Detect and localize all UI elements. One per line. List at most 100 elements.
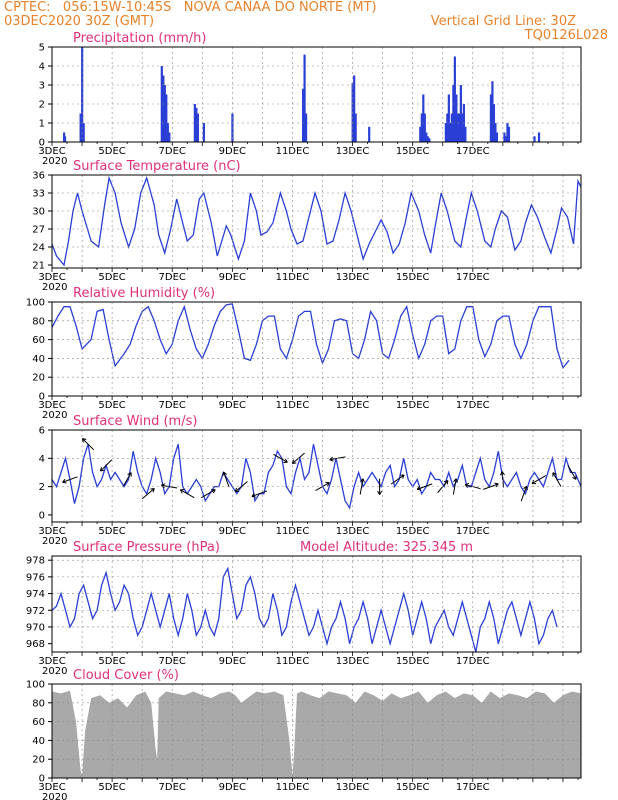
rh-title: Relative Humidity (%)	[73, 286, 215, 301]
temp-xtick-label: 13DEC	[336, 272, 370, 283]
temp-xtick-label: 7DEC	[159, 272, 186, 283]
wind-arrow	[82, 438, 95, 451]
cloud-xtick-label: 7DEC	[159, 782, 186, 793]
precip-bar	[458, 113, 461, 142]
wind-arrow-head	[234, 487, 240, 493]
cloud-ytick-label: 100	[26, 680, 45, 691]
wind-xtick-label: 15DEC	[396, 526, 430, 537]
wind-xtick-label: 7DEC	[159, 526, 186, 537]
temp-ytick-label: 24	[32, 243, 45, 254]
pres-ytick-label: 974	[26, 589, 45, 600]
wind-arrow-head	[523, 485, 528, 491]
precip-bar	[459, 85, 462, 142]
wind-arrow-head	[453, 478, 459, 483]
wind-arrow-head	[81, 438, 87, 443]
temp-xtick-label: 5DEC	[98, 272, 125, 283]
precip-ytick-label: 4	[39, 62, 45, 73]
pres-xtick-label: 5DEC	[98, 656, 125, 667]
cloud-xtick-label: 17DEC	[456, 782, 490, 793]
precip-bar	[503, 132, 506, 142]
wind-arrow	[100, 459, 113, 472]
wind-frame	[51, 429, 582, 523]
precip-bar	[368, 126, 371, 142]
wind-arrow-head	[222, 471, 228, 477]
wind-arrow	[390, 474, 405, 485]
cloud-panel: Cloud Cover (%) 0 20 40 60 80 100 3DEC 5DEC 7DEC 9…	[26, 668, 582, 800]
precip-bar	[455, 94, 458, 142]
wind-arrow	[417, 483, 433, 490]
precip-bar	[428, 138, 431, 142]
precip-bar	[453, 56, 456, 142]
precip-bar	[507, 126, 511, 142]
precip-bar	[447, 94, 450, 142]
precip-ytick-label: 3	[39, 81, 45, 92]
wind-arrow-head	[211, 489, 216, 494]
precip-xtick-label: 13DEC	[336, 146, 370, 157]
precip-bar	[495, 132, 499, 142]
precip-panel: Precipitation (mm/h) 0 1 2 3 4 5 3DEC 5DEC 7DEC 9D…	[38, 31, 582, 167]
pres-ytick-label: 972	[26, 606, 45, 617]
cloud-ytick-label: 0	[39, 774, 45, 785]
precip-bar	[504, 136, 508, 142]
precip-bar	[163, 85, 166, 142]
temp-line	[51, 175, 582, 267]
wind-arrow	[452, 478, 457, 495]
precip-bar	[423, 113, 426, 142]
precip-xtick-label: 9DEC	[219, 146, 246, 157]
precip-bar	[195, 107, 198, 142]
precip-bar	[81, 47, 84, 142]
precip-bar	[446, 113, 449, 142]
wind-arrow	[501, 471, 505, 488]
cloud-year-label: 2020	[42, 792, 67, 800]
cloud-xtick-label: 15DEC	[396, 782, 430, 793]
header-model-id: TQ0126L028	[524, 28, 608, 43]
wind-arrow-head	[283, 458, 288, 463]
wind-arrow	[141, 488, 155, 500]
rh-ytick-label: 100	[26, 298, 45, 309]
wind-year-label: 2020	[42, 536, 67, 547]
wind-xtick-label: 13DEC	[336, 526, 370, 537]
precip-bar	[449, 123, 452, 142]
temp-ytick-label: 21	[32, 261, 45, 272]
header-date: 03DEC2020 30Z (GMT)	[4, 14, 155, 29]
temp-ytick-label: 36	[32, 171, 45, 182]
wind-arrow	[531, 475, 547, 484]
pres-panel: Surface Pressure (hPa) Model Altitude: 32…	[26, 540, 582, 677]
wind-arrow-head	[416, 485, 422, 491]
pres-xtick-label: 9DEC	[219, 656, 246, 667]
wind-arrow	[552, 472, 562, 487]
rh-ytick-label: 60	[32, 335, 45, 346]
precip-bar	[353, 75, 356, 142]
pres-xtick-label: 17DEC	[456, 656, 490, 667]
rh-xtick-label: 15DEC	[396, 400, 430, 411]
precip-title: Precipitation (mm/h)	[73, 31, 206, 46]
wind-xtick-label: 11DEC	[276, 526, 310, 537]
cloud-xtick-label: 11DEC	[276, 782, 310, 793]
precip-frame	[51, 46, 582, 143]
pres-xtick-label: 7DEC	[159, 656, 186, 667]
temp-title: Surface Temperature (nC)	[73, 159, 241, 174]
wind-arrow-head	[325, 482, 330, 487]
wind-arrow	[520, 486, 528, 502]
precip-xtick-label: 15DEC	[396, 146, 430, 157]
wind-arrow-head	[552, 472, 557, 477]
cloud-xtick-label: 13DEC	[336, 782, 370, 793]
wind-ytick-label: 6	[39, 426, 45, 437]
precip-bar	[456, 113, 459, 142]
precip-xtick-label: 5DEC	[98, 146, 125, 157]
temp-xtick-label: 15DEC	[396, 272, 430, 283]
wind-xtick-label: 5DEC	[98, 526, 125, 537]
wind-arrow	[223, 471, 230, 488]
precip-bar	[422, 94, 425, 142]
wind-arrow	[62, 476, 78, 483]
cloud-area	[52, 690, 581, 778]
pres-xtick-label: 11DEC	[276, 656, 310, 667]
wind-xtick-label: 3DEC	[38, 526, 65, 537]
header-grid-note: Vertical Grid Line: 30Z	[430, 14, 576, 29]
precip-xtick-label: 11DEC	[276, 146, 310, 157]
precip-bar	[82, 123, 85, 142]
rh-xtick-label: 17DEC	[456, 400, 490, 411]
wind-ytick-label: 2	[39, 482, 45, 493]
rh-xtick-label: 5DEC	[98, 400, 125, 411]
